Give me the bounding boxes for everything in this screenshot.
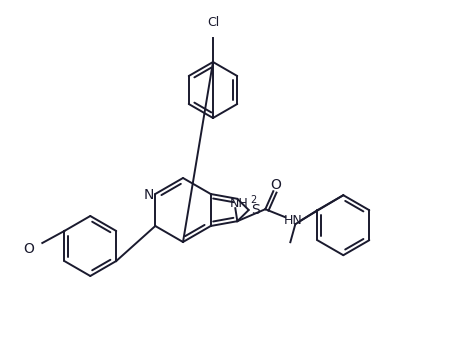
Text: O: O — [23, 242, 34, 256]
Text: Cl: Cl — [207, 15, 218, 28]
Text: N: N — [144, 188, 154, 202]
Text: HN: HN — [283, 214, 302, 227]
Text: 2: 2 — [250, 195, 256, 205]
Text: NH: NH — [230, 197, 248, 210]
Text: O: O — [269, 178, 280, 192]
Text: S: S — [251, 203, 259, 217]
